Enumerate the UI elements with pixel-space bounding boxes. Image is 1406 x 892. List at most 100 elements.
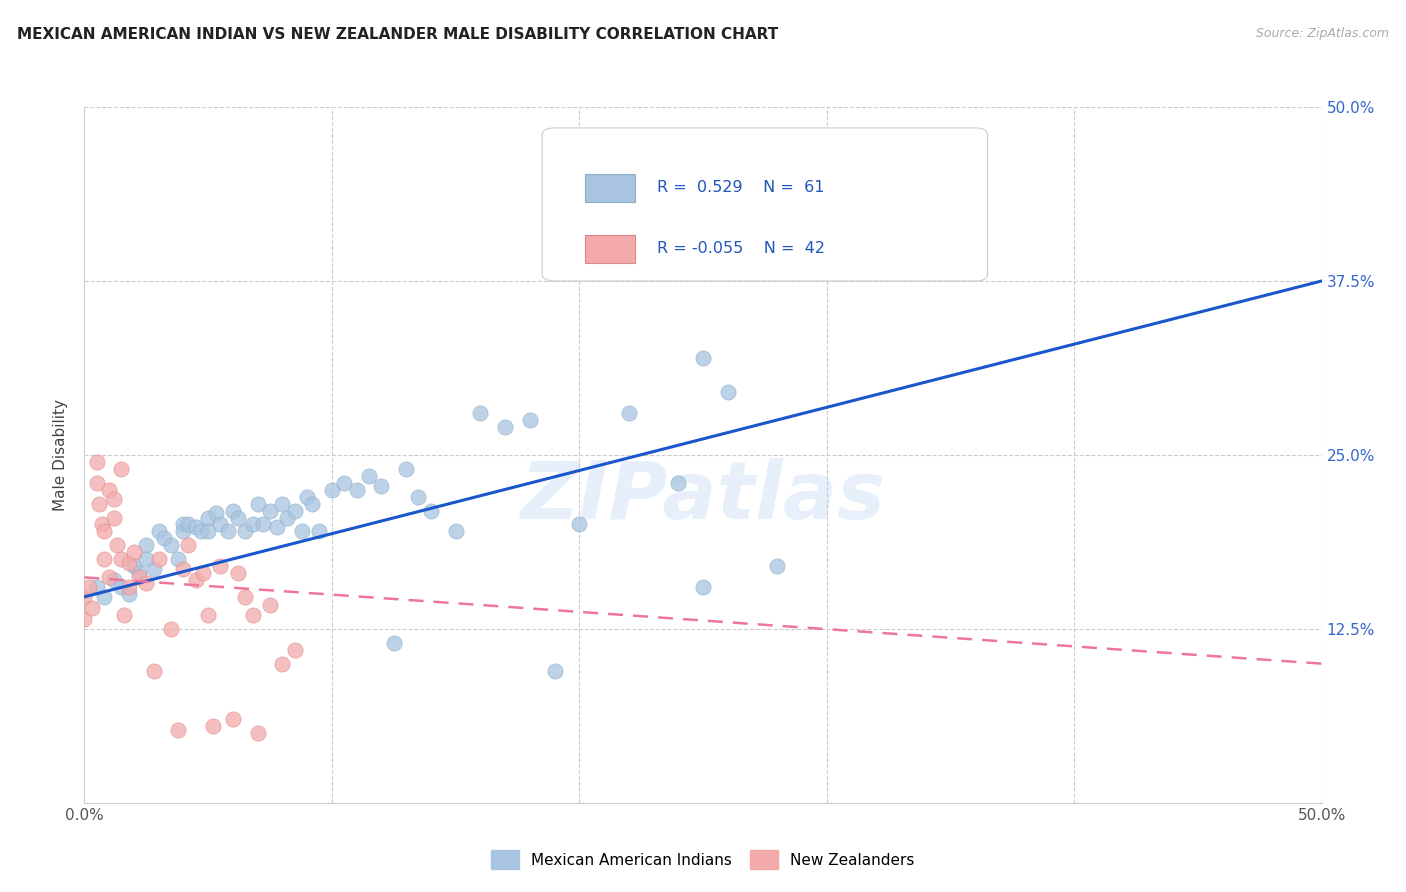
Point (259, 503, 281, 517)
Point (242, 607, 264, 622)
Point (209, 559, 232, 574)
Point (135, 576, 157, 591)
Point (766, 559, 789, 574)
Point (118, 587, 141, 601)
Point (692, 580, 714, 594)
Point (284, 642, 307, 657)
Point (184, 520, 207, 534)
Point (80, 601, 103, 615)
Point (148, 524, 170, 539)
Point (226, 510, 249, 524)
Point (103, 492, 125, 507)
Point (233, 524, 256, 539)
Point (177, 517, 200, 532)
Point (177, 538, 200, 552)
Point (308, 524, 330, 539)
Point (118, 557, 141, 571)
Point (276, 510, 298, 524)
Point (90, 517, 112, 532)
Point (470, 406, 492, 420)
Point (301, 497, 323, 511)
Point (128, 570, 150, 584)
Legend: Mexican American Indians, New Zealanders: Mexican American Indians, New Zealanders (485, 845, 921, 875)
Point (148, 552, 170, 566)
Point (105, 538, 128, 552)
Point (271, 497, 294, 511)
Point (86, 580, 108, 594)
Point (209, 517, 232, 532)
FancyBboxPatch shape (585, 174, 636, 202)
Point (112, 607, 135, 622)
Point (160, 538, 183, 552)
Point (135, 552, 157, 566)
Point (419, 503, 441, 517)
Point (717, 385, 740, 400)
Point (110, 462, 132, 476)
Point (266, 520, 288, 534)
Point (271, 657, 294, 671)
Point (568, 517, 591, 532)
Text: R =  0.529    N =  61: R = 0.529 N = 61 (657, 180, 825, 195)
Point (815, 197, 838, 211)
Point (142, 664, 165, 678)
Point (233, 590, 256, 604)
Point (190, 524, 212, 539)
Point (252, 517, 274, 532)
Point (184, 573, 207, 587)
Point (172, 524, 194, 539)
FancyBboxPatch shape (543, 128, 987, 281)
Point (93, 552, 115, 566)
Point (172, 517, 194, 532)
Point (259, 598, 281, 612)
Point (122, 559, 145, 574)
Point (617, 406, 640, 420)
Point (98, 570, 121, 584)
Point (128, 566, 150, 581)
Point (217, 524, 239, 539)
Text: Source: ZipAtlas.com: Source: ZipAtlas.com (1256, 27, 1389, 40)
Point (346, 483, 368, 497)
Point (118, 580, 141, 594)
Point (103, 573, 125, 587)
Point (357, 468, 380, 483)
Point (444, 524, 467, 539)
Point (395, 462, 418, 476)
Text: ZIPatlas: ZIPatlas (520, 458, 886, 536)
Point (246, 726, 269, 740)
Point (197, 607, 219, 622)
Point (197, 510, 219, 524)
Point (226, 566, 249, 581)
Point (79, 580, 101, 594)
Point (222, 712, 245, 726)
Point (222, 503, 245, 517)
Point (110, 580, 132, 594)
Text: R = -0.055    N =  42: R = -0.055 N = 42 (657, 242, 825, 257)
Point (242, 517, 264, 532)
Point (333, 475, 356, 490)
Point (543, 664, 565, 678)
Point (382, 636, 405, 650)
Point (191, 566, 214, 581)
Point (110, 552, 132, 566)
Point (89, 497, 111, 511)
Point (692, 351, 714, 365)
Point (103, 510, 125, 524)
Point (494, 420, 516, 434)
Point (98, 483, 121, 497)
Point (167, 723, 190, 738)
Point (284, 503, 307, 517)
Point (86, 475, 108, 490)
Point (204, 507, 226, 521)
Point (152, 532, 174, 546)
Point (172, 562, 194, 576)
Point (86, 455, 108, 469)
Point (197, 524, 219, 539)
Point (321, 483, 343, 497)
Point (142, 562, 165, 576)
Text: MEXICAN AMERICAN INDIAN VS NEW ZEALANDER MALE DISABILITY CORRELATION CHART: MEXICAN AMERICAN INDIAN VS NEW ZEALANDER… (17, 27, 778, 42)
Point (135, 538, 157, 552)
Point (666, 475, 689, 490)
Point (246, 497, 269, 511)
Point (160, 622, 183, 636)
Point (408, 490, 430, 504)
